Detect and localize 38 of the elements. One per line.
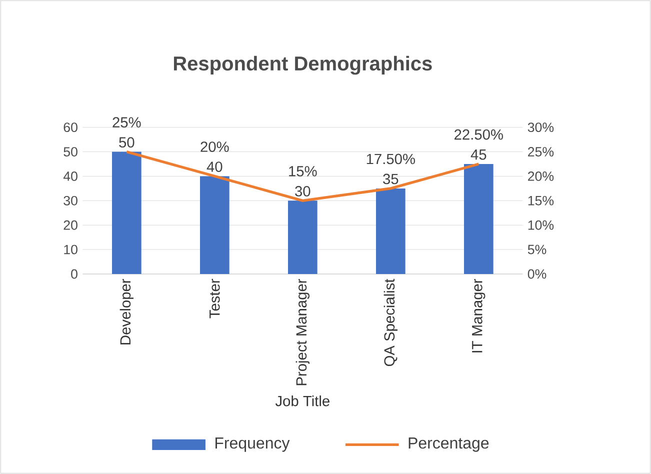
y2-tick-label: 25%	[528, 147, 554, 156]
y2-tick-label: 5%	[528, 244, 546, 254]
x-tick-label: Tester	[210, 278, 220, 318]
bar	[200, 176, 230, 274]
data-label: 30	[295, 186, 310, 196]
x-tick-label: Developer	[120, 278, 134, 344]
y-tick-label: 60	[64, 122, 78, 132]
y-tick-label: 40	[63, 172, 78, 181]
data-label: 40	[206, 162, 222, 172]
y2-tick-label: 15%	[528, 196, 554, 206]
y2-tick-label: 10%	[528, 220, 554, 230]
data-label: 35	[383, 174, 398, 184]
x-tick-label: QA Specialist	[384, 278, 398, 366]
bar	[112, 152, 142, 274]
bar	[288, 200, 318, 274]
legend-label: Frequency	[216, 437, 290, 452]
data-label: 25%	[112, 117, 141, 128]
chart-title: Respondent Demographics	[174, 56, 432, 75]
y-tick-label: 0	[71, 269, 78, 279]
data-label: 22.50%	[454, 129, 503, 140]
x-tick-label: IT Manager	[472, 278, 486, 352]
y2-tick-label: 0%	[528, 269, 546, 279]
y-tick-label: 20	[64, 220, 78, 230]
y2-tick-label: 30%	[528, 122, 554, 132]
bar	[376, 188, 406, 274]
data-label: 17.50%	[366, 154, 415, 164]
y2-tick-label: 20%	[528, 172, 554, 181]
bar	[464, 164, 494, 274]
x-tick-label: Project Manager	[296, 278, 310, 386]
y-tick-label: 50	[64, 147, 78, 156]
x-axis-title: Job Title	[275, 395, 330, 406]
data-label: 45	[470, 150, 486, 160]
data-label: 20%	[200, 142, 229, 152]
y-tick-label: 10	[64, 244, 78, 254]
data-label: 15%	[289, 166, 317, 176]
data-label: 50	[119, 137, 134, 148]
y-tick-label: 30	[64, 196, 78, 206]
legend-label: Percentage	[408, 437, 489, 452]
